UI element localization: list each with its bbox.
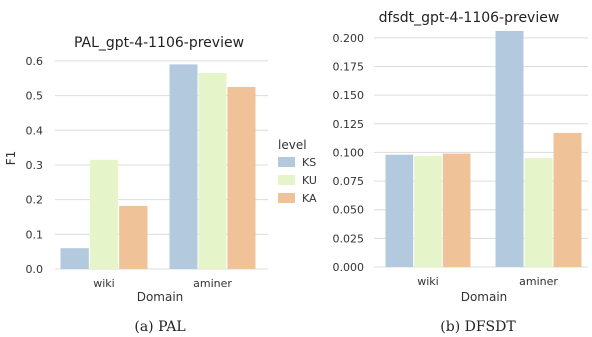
bar-dfsdt-aminer-ka bbox=[553, 132, 582, 267]
bar-dfsdt-wiki-ku bbox=[414, 155, 442, 267]
y-tick-label: 0.000 bbox=[333, 261, 365, 274]
bar-pal-wiki-ka bbox=[119, 205, 148, 269]
legend-title: level bbox=[278, 138, 307, 152]
bar-dfsdt-wiki-ks bbox=[385, 154, 414, 267]
chart-pal-caption: (a) PAL bbox=[134, 319, 185, 335]
chart-pal-ylabel: F1 bbox=[4, 151, 18, 166]
chart-pal-title: PAL_gpt-4-1106-preview bbox=[74, 35, 244, 51]
legend-label-ks: KS bbox=[302, 156, 316, 169]
y-tick-label: 0.4 bbox=[26, 124, 44, 137]
y-tick-label: 0.100 bbox=[333, 146, 365, 159]
x-tick-label: aminer bbox=[193, 277, 232, 290]
y-tick-label: 0.150 bbox=[333, 89, 365, 102]
legend-label-ka: KA bbox=[302, 192, 317, 205]
y-tick-label: 0.1 bbox=[26, 228, 44, 241]
legend: level KS KU KA bbox=[278, 138, 317, 205]
y-tick-label: 0.5 bbox=[26, 90, 44, 103]
chart-dfsdt-xlabel: Domain bbox=[461, 290, 508, 304]
bar-pal-aminer-ks bbox=[169, 64, 198, 269]
y-tick-label: 0.6 bbox=[26, 55, 44, 68]
y-tick-label: 0.050 bbox=[333, 204, 365, 217]
y-tick-label: 0.3 bbox=[26, 159, 44, 172]
bar-pal-aminer-ka bbox=[227, 86, 256, 270]
bar-pal-wiki-ks bbox=[60, 248, 89, 269]
bar-pal-wiki-ku bbox=[89, 159, 119, 269]
y-tick-label: 0.200 bbox=[333, 32, 365, 45]
chart-dfsdt: dfsdt_gpt-4-1106-preview 0.000 0.025 0.050… bbox=[333, 10, 588, 335]
y-tick-label: 0.125 bbox=[333, 118, 365, 131]
bar-pal-aminer-ku bbox=[198, 73, 227, 270]
legend-swatch-ks bbox=[278, 157, 295, 167]
legend-swatch-ka bbox=[278, 193, 295, 203]
x-tick-label: aminer bbox=[519, 275, 558, 288]
y-tick-label: 0.175 bbox=[333, 61, 365, 74]
y-tick-label: 0.2 bbox=[26, 194, 44, 207]
bar-dfsdt-wiki-ka bbox=[442, 153, 471, 267]
chart-pal-xlabel: Domain bbox=[137, 290, 184, 304]
legend-label-ku: KU bbox=[302, 174, 317, 187]
chart-pal: PAL_gpt-4-1106-preview 0.0 0.1 0.2 0.3 0.4 0.… bbox=[4, 35, 268, 335]
chart-dfsdt-caption: (b) DFSDT bbox=[440, 319, 516, 335]
x-tick-label: wiki bbox=[417, 275, 438, 288]
y-tick-label: 0.0 bbox=[26, 263, 44, 276]
y-tick-label: 0.075 bbox=[333, 175, 365, 188]
bar-dfsdt-aminer-ku bbox=[524, 158, 553, 267]
chart-dfsdt-title: dfsdt_gpt-4-1106-preview bbox=[379, 10, 560, 26]
y-tick-label: 0.025 bbox=[333, 232, 365, 245]
x-tick-label: wiki bbox=[93, 277, 114, 290]
legend-swatch-ku bbox=[278, 175, 295, 185]
bar-dfsdt-aminer-ks bbox=[495, 31, 524, 267]
